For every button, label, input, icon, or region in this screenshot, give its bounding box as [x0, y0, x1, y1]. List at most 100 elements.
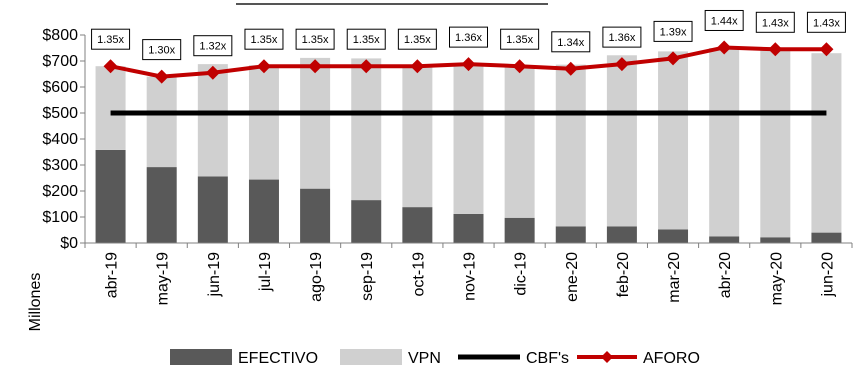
aforo-marker [359, 59, 374, 74]
x-tick-label: dic-19 [513, 252, 530, 296]
data-label-text: 1.35x [404, 34, 431, 46]
y-tick-label: $400 [42, 131, 78, 148]
data-label-box [193, 35, 233, 57]
aforo-marker [512, 59, 527, 74]
aforo-marker [614, 57, 629, 72]
bar-vpn [146, 76, 177, 168]
x-tick-label: jun-20 [819, 252, 836, 298]
data-label-box [397, 28, 437, 50]
data-label-box [91, 28, 131, 50]
bar-vpn [606, 55, 637, 227]
data-label-box [244, 28, 284, 50]
aforo-data-label: 1.43x [755, 11, 795, 33]
bar-vpn [453, 64, 484, 214]
x-tick-label: ene-20 [564, 252, 581, 302]
x-tick-label: nov-19 [462, 252, 479, 301]
aforo-data-label: 1.35x [500, 28, 540, 50]
bar-efectivo [504, 217, 535, 243]
aforo-data-label: 1.30x [142, 39, 182, 61]
data-label-text: 1.35x [251, 34, 278, 46]
aforo-data-label: 1.34x [551, 31, 591, 53]
legend-label-cbfs: CBF's [526, 350, 569, 367]
y-axis-title: Millones [27, 273, 44, 332]
y-tick-label: $100 [42, 209, 78, 226]
bar-efectivo [811, 232, 842, 243]
x-tick-label: mar-20 [666, 252, 683, 303]
x-tick-label: sep-19 [359, 252, 376, 301]
bar-efectivo [760, 237, 791, 243]
aforo-data-label: 1.35x [346, 28, 386, 50]
data-label-box [704, 9, 744, 31]
aforo-marker [768, 42, 783, 57]
aforo-marker [717, 40, 732, 55]
data-label-box [602, 26, 642, 48]
y-tick-label: $500 [42, 105, 78, 122]
data-label-box [653, 20, 693, 42]
aforo-marker [410, 59, 425, 74]
aforo-data-label: 1.43x [806, 11, 846, 33]
bar-vpn [760, 50, 791, 238]
data-label-box [755, 11, 795, 33]
legend-label-efectivo: EFECTIVO [238, 350, 318, 367]
bar-efectivo [351, 200, 382, 243]
bar-efectivo [95, 149, 126, 243]
bar-vpn [197, 64, 228, 177]
data-label-box [806, 11, 846, 33]
x-tick-label: jul-19 [257, 252, 274, 292]
bar-vpn [300, 57, 331, 189]
data-label-box [346, 28, 386, 50]
aforo-data-label: 1.35x [244, 28, 284, 50]
aforo-marker [819, 42, 834, 57]
legend-label-aforo: AFORO [643, 350, 700, 367]
data-label-text: 1.34x [557, 37, 584, 49]
aforo-marker [154, 69, 169, 84]
x-tick-label: ago-19 [308, 252, 325, 302]
data-label-text: 1.39x [660, 26, 687, 38]
aforo-data-label: 1.39x [653, 20, 693, 42]
bar-vpn [402, 65, 433, 208]
bar-efectivo [709, 236, 740, 243]
data-label-text: 1.35x [353, 34, 380, 46]
bar-efectivo [146, 167, 177, 243]
data-label-text: 1.32x [199, 41, 226, 53]
y-tick-label: $800 [42, 27, 78, 44]
bar-efectivo [658, 229, 689, 243]
bar-vpn [351, 58, 382, 201]
bar-vpn [811, 53, 842, 233]
aforo-marker [666, 51, 681, 66]
legend: EFECTIVO VPN CBF's AFORO [170, 349, 700, 367]
aforo-marker [103, 59, 118, 74]
x-tick-label: abr-20 [717, 252, 734, 298]
x-tick-label: may-19 [155, 252, 172, 305]
bar-efectivo [555, 226, 586, 243]
bar-vpn [555, 64, 586, 227]
data-label-box [295, 28, 335, 50]
aforo-data-label: 1.35x [91, 28, 131, 50]
legend-swatch-vpn [340, 349, 402, 365]
x-tick-label: oct-19 [410, 252, 427, 297]
x-tick-label: may-20 [768, 252, 785, 305]
data-label-text: 1.44x [711, 15, 738, 27]
aforo-marker [563, 61, 578, 76]
bar-vpn [95, 66, 126, 150]
data-label-box [142, 39, 182, 61]
bar-vpn [709, 48, 740, 237]
legend-label-vpn: VPN [408, 350, 441, 367]
y-tick-label: $200 [42, 183, 78, 200]
data-label-text: 1.43x [762, 17, 789, 29]
aforo-marker [308, 59, 323, 74]
bar-vpn [658, 51, 689, 230]
bar-vpn [504, 66, 535, 218]
x-tick-label: feb-20 [615, 252, 632, 297]
y-tick-label: $0 [60, 235, 78, 252]
data-label-text: 1.35x [302, 34, 329, 46]
y-tick-label: $600 [42, 79, 78, 96]
data-label-box [551, 31, 591, 53]
aforo-marker [256, 59, 271, 74]
data-label-text: 1.36x [608, 32, 635, 44]
y-tick-label: $300 [42, 157, 78, 174]
data-label-text: 1.35x [97, 34, 124, 46]
aforo-marker [205, 65, 220, 80]
aforo-data-label: 1.35x [295, 28, 335, 50]
